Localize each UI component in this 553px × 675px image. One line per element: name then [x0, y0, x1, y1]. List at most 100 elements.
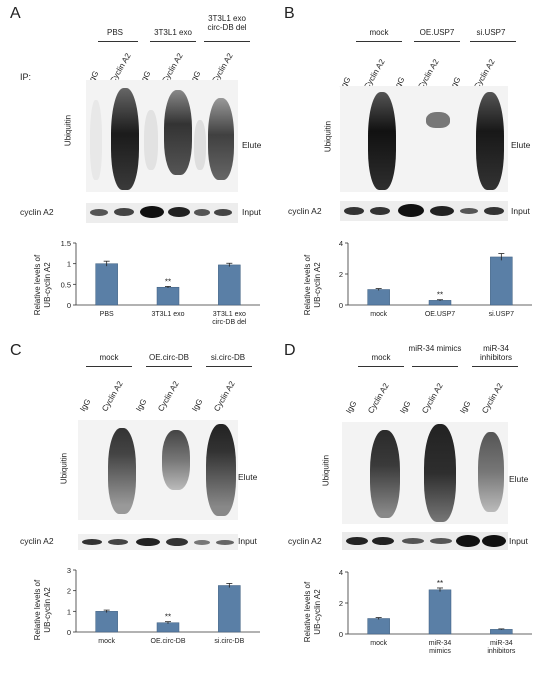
group-label: mock [369, 28, 389, 37]
lane-label: Cyclin A2 [366, 381, 391, 415]
panel-b: B mock OE.USP7 si.USP7 IgG Cyclin A2 IgG… [276, 0, 553, 337]
y-tick-label: 4 [339, 239, 343, 248]
y-tick-label: 3 [67, 566, 71, 575]
group-label: 3T3L1 exo circ-DB del [207, 14, 247, 32]
lane-label: IgG [344, 399, 359, 415]
input-label: Input [511, 206, 530, 216]
bar [367, 618, 390, 635]
input-protein-label: cyclin A2 [288, 536, 322, 546]
category-label: OE.circ-DB [151, 638, 186, 645]
bar [428, 300, 452, 306]
bar-chart: 0 2 4 mock ** OE.USP7 si.USP7 [339, 239, 532, 318]
group-label: OE.circ-DB [149, 353, 189, 362]
elute-label: Elute [509, 474, 529, 484]
y-tick-label: 0.5 [61, 280, 71, 289]
group-line [86, 366, 132, 367]
category-label: miR-34 [490, 640, 513, 647]
y-tick-label: 1 [67, 607, 71, 616]
lane-label: Cyclin A2 [156, 379, 181, 413]
group-label: si.USP7 [476, 28, 506, 37]
bar [218, 585, 241, 633]
category-label: si.circ-DB [214, 638, 244, 645]
bar [490, 629, 513, 635]
lane-label: IgG [190, 397, 205, 413]
group-line [150, 41, 196, 42]
input-blot [86, 203, 238, 223]
lane-label: Cyclin A2 [212, 379, 237, 413]
category-label: 3T3L1 exo [151, 311, 184, 318]
group-label: PBS [106, 28, 123, 37]
group-line [412, 366, 458, 367]
blot-label: Ubiquitin [323, 120, 333, 153]
panel-letter: A [10, 5, 21, 22]
category-label: mock [370, 640, 387, 647]
input-blot [78, 534, 238, 550]
group-line [98, 41, 138, 42]
blot-label: Ubiquitin [321, 454, 331, 487]
elute-label: Elute [511, 140, 531, 150]
bar [218, 264, 241, 306]
group-line [358, 366, 404, 367]
panel-c: C mock OE.circ-DB si.circ-DB IgG Cyclin … [0, 338, 276, 675]
y-tick-label: 0 [339, 630, 343, 639]
input-label: Input [242, 207, 261, 217]
y-tick-label: 4 [339, 568, 343, 577]
group-line [206, 366, 252, 367]
category-label: mock [98, 638, 115, 645]
category-label: mock [370, 311, 387, 318]
elute-label: Elute [242, 140, 262, 150]
elute-blot [86, 80, 238, 192]
input-label: Input [509, 536, 528, 546]
bar [367, 289, 390, 306]
category-label: OE.USP7 [425, 311, 455, 318]
bar-chart: 0 1 2 3 mock ** OE.circ-DB si.circ-DB [67, 566, 260, 645]
group-label: miR-34 inhibitors [479, 344, 512, 362]
y-tick-label: 1 [67, 260, 71, 269]
significance-label: ** [437, 579, 443, 588]
group-label: si.circ-DB [210, 353, 246, 362]
elute-blot [342, 422, 508, 524]
y-tick-label: 1.5 [61, 239, 71, 248]
category-label: miR-34 [429, 640, 452, 647]
bar [428, 589, 452, 635]
bar [156, 286, 180, 306]
lane-label: IgG [134, 397, 149, 413]
y-tick-label: 0 [339, 301, 343, 310]
panel-letter: D [284, 342, 296, 359]
bar [95, 611, 118, 633]
y-tick-label: 0 [67, 628, 71, 637]
bar [490, 256, 513, 306]
elute-blot [340, 86, 508, 192]
elute-blot [78, 420, 238, 520]
input-blot [342, 532, 508, 550]
bar [95, 263, 118, 306]
panel-a: A PBS 3T3L1 exo 3T3L1 exo circ-DB del Ig… [0, 0, 276, 337]
lane-label: IgG [398, 399, 413, 415]
category-label: PBS [100, 311, 114, 318]
significance-label: ** [437, 291, 443, 300]
lane-label: Cyclin A2 [480, 381, 505, 415]
y-tick-label: 2 [339, 599, 343, 608]
category-label: 3T3L1 exo [213, 311, 246, 318]
blot-label: Ubiquitin [59, 452, 69, 485]
group-line [470, 41, 516, 42]
input-protein-label: cyclin A2 [20, 536, 54, 546]
group-label: mock [99, 353, 119, 362]
category-label: circ-DB del [212, 319, 247, 326]
group-line [356, 41, 402, 42]
group-line [414, 41, 460, 42]
y-tick-label: 2 [339, 270, 343, 279]
significance-label: ** [165, 613, 171, 622]
group-label: mock [371, 353, 391, 362]
y-tick-label: 2 [67, 587, 71, 596]
y-tick-label: 0 [67, 301, 71, 310]
ip-label: IP: [20, 72, 32, 82]
lane-label: IgG [78, 397, 93, 413]
panel-letter: C [10, 342, 22, 359]
group-line [146, 366, 192, 367]
elute-label: Elute [238, 472, 258, 482]
lane-label: IgG [458, 399, 473, 415]
category-label: inhibitors [487, 648, 516, 655]
group-label: miR-34 mimics [408, 344, 462, 353]
